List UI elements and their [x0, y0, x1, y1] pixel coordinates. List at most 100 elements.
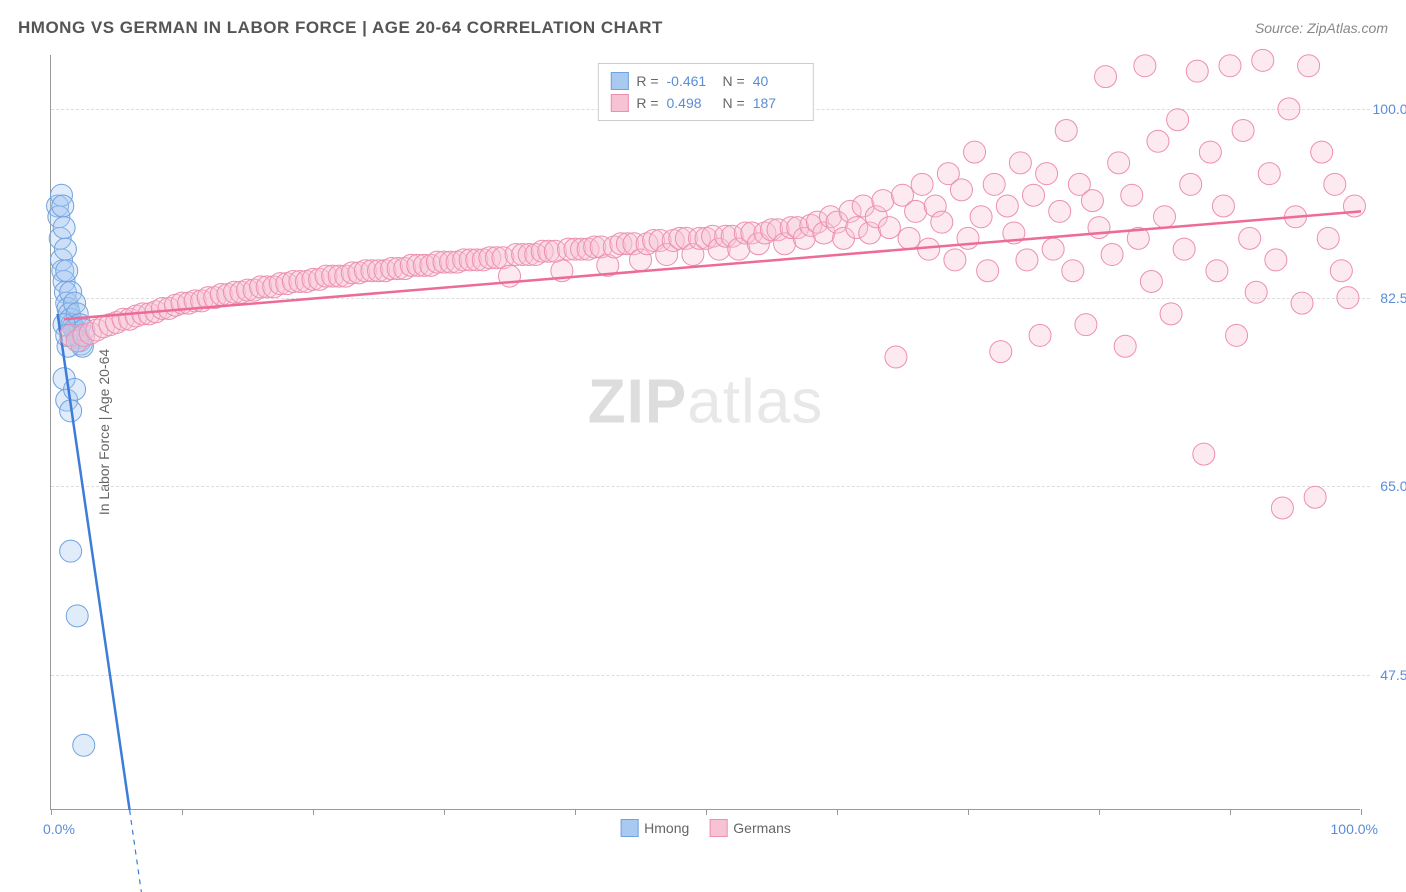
data-point: [1108, 152, 1130, 174]
data-point: [1081, 190, 1103, 212]
legend-swatch-icon: [709, 819, 727, 837]
data-point: [1075, 314, 1097, 336]
data-point: [60, 540, 82, 562]
plot-area: In Labor Force | Age 20-64 ZIPatlas 47.5…: [50, 55, 1360, 810]
correlation-legend: R = -0.461 N = 40 R = 0.498 N = 187: [597, 63, 813, 121]
data-point: [1206, 260, 1228, 282]
data-point: [66, 605, 88, 627]
data-point: [964, 141, 986, 163]
y-tick-label: 100.0%: [1365, 101, 1406, 117]
data-point: [1062, 260, 1084, 282]
data-point: [1298, 55, 1320, 77]
x-tick: [1361, 809, 1362, 815]
data-point: [1278, 98, 1300, 120]
data-point: [1016, 249, 1038, 271]
legend-swatch-hmong: [610, 72, 628, 90]
scatter-svg: [51, 55, 1360, 809]
chart-header: HMONG VS GERMAN IN LABOR FORCE | AGE 20-…: [18, 18, 1388, 38]
legend-label-hmong: Hmong: [644, 820, 689, 836]
x-tick: [313, 809, 314, 815]
data-point: [1330, 260, 1352, 282]
chart-title: HMONG VS GERMAN IN LABOR FORCE | AGE 20-…: [18, 18, 663, 38]
data-point: [1252, 49, 1274, 71]
data-point: [1232, 120, 1254, 142]
data-point: [898, 227, 920, 249]
x-tick: [968, 809, 969, 815]
legend-n-label: N =: [723, 73, 745, 89]
y-tick-label: 47.5%: [1365, 667, 1406, 683]
data-point: [1160, 303, 1182, 325]
x-tick: [51, 809, 52, 815]
data-point: [1199, 141, 1221, 163]
data-point: [1088, 217, 1110, 239]
x-axis-min-label: 0.0%: [43, 821, 75, 837]
y-tick-label: 82.5%: [1365, 290, 1406, 306]
data-point: [1304, 486, 1326, 508]
y-tick-label: 65.0%: [1365, 478, 1406, 494]
x-tick: [575, 809, 576, 815]
legend-r-label: R =: [636, 73, 658, 89]
x-tick: [182, 809, 183, 815]
data-point: [996, 195, 1018, 217]
data-point: [1147, 130, 1169, 152]
data-point: [1324, 173, 1346, 195]
legend-r-germans: 0.498: [667, 95, 715, 111]
data-point: [1193, 443, 1215, 465]
data-point: [1036, 163, 1058, 185]
data-point: [905, 200, 927, 222]
data-point: [1114, 335, 1136, 357]
legend-item-germans: Germans: [709, 819, 791, 837]
data-point: [1245, 281, 1267, 303]
x-axis-max-label: 100.0%: [1331, 821, 1378, 837]
x-tick: [1230, 809, 1231, 815]
data-point: [53, 217, 75, 239]
legend-n-hmong: 40: [753, 73, 801, 89]
legend-row-germans: R = 0.498 N = 187: [610, 92, 800, 114]
data-point: [1029, 324, 1051, 346]
x-tick: [444, 809, 445, 815]
data-point: [970, 206, 992, 228]
source-attribution: Source: ZipAtlas.com: [1255, 20, 1388, 36]
data-point: [944, 249, 966, 271]
legend-r-hmong: -0.461: [667, 73, 715, 89]
data-point: [56, 260, 78, 282]
data-point: [1291, 292, 1313, 314]
data-point: [878, 217, 900, 239]
data-point: [1337, 287, 1359, 309]
data-point: [1134, 55, 1156, 77]
data-point: [52, 195, 74, 217]
legend-label-germans: Germans: [733, 820, 791, 836]
data-point: [1101, 244, 1123, 266]
data-point: [1258, 163, 1280, 185]
data-point: [1173, 238, 1195, 260]
legend-row-hmong: R = -0.461 N = 40: [610, 70, 800, 92]
data-point: [1219, 55, 1241, 77]
x-tick: [1099, 809, 1100, 815]
data-point: [1239, 227, 1261, 249]
legend-n-label: N =: [723, 95, 745, 111]
data-point: [1271, 497, 1293, 519]
data-point: [1049, 200, 1071, 222]
data-point: [1095, 66, 1117, 88]
data-point: [1180, 173, 1202, 195]
data-point: [1317, 227, 1339, 249]
legend-r-label: R =: [636, 95, 658, 111]
data-point: [73, 734, 95, 756]
legend-item-hmong: Hmong: [620, 819, 689, 837]
data-point: [54, 238, 76, 260]
data-point: [911, 173, 933, 195]
data-point: [977, 260, 999, 282]
data-point: [885, 346, 907, 368]
data-point: [1121, 184, 1143, 206]
data-point: [1055, 120, 1077, 142]
data-point: [957, 227, 979, 249]
data-point: [1186, 60, 1208, 82]
data-point: [950, 179, 972, 201]
data-point: [1265, 249, 1287, 271]
data-point: [1311, 141, 1333, 163]
data-point: [1042, 238, 1064, 260]
legend-swatch-icon: [620, 819, 638, 837]
data-point: [1023, 184, 1045, 206]
data-point: [931, 211, 953, 233]
data-point: [1226, 324, 1248, 346]
